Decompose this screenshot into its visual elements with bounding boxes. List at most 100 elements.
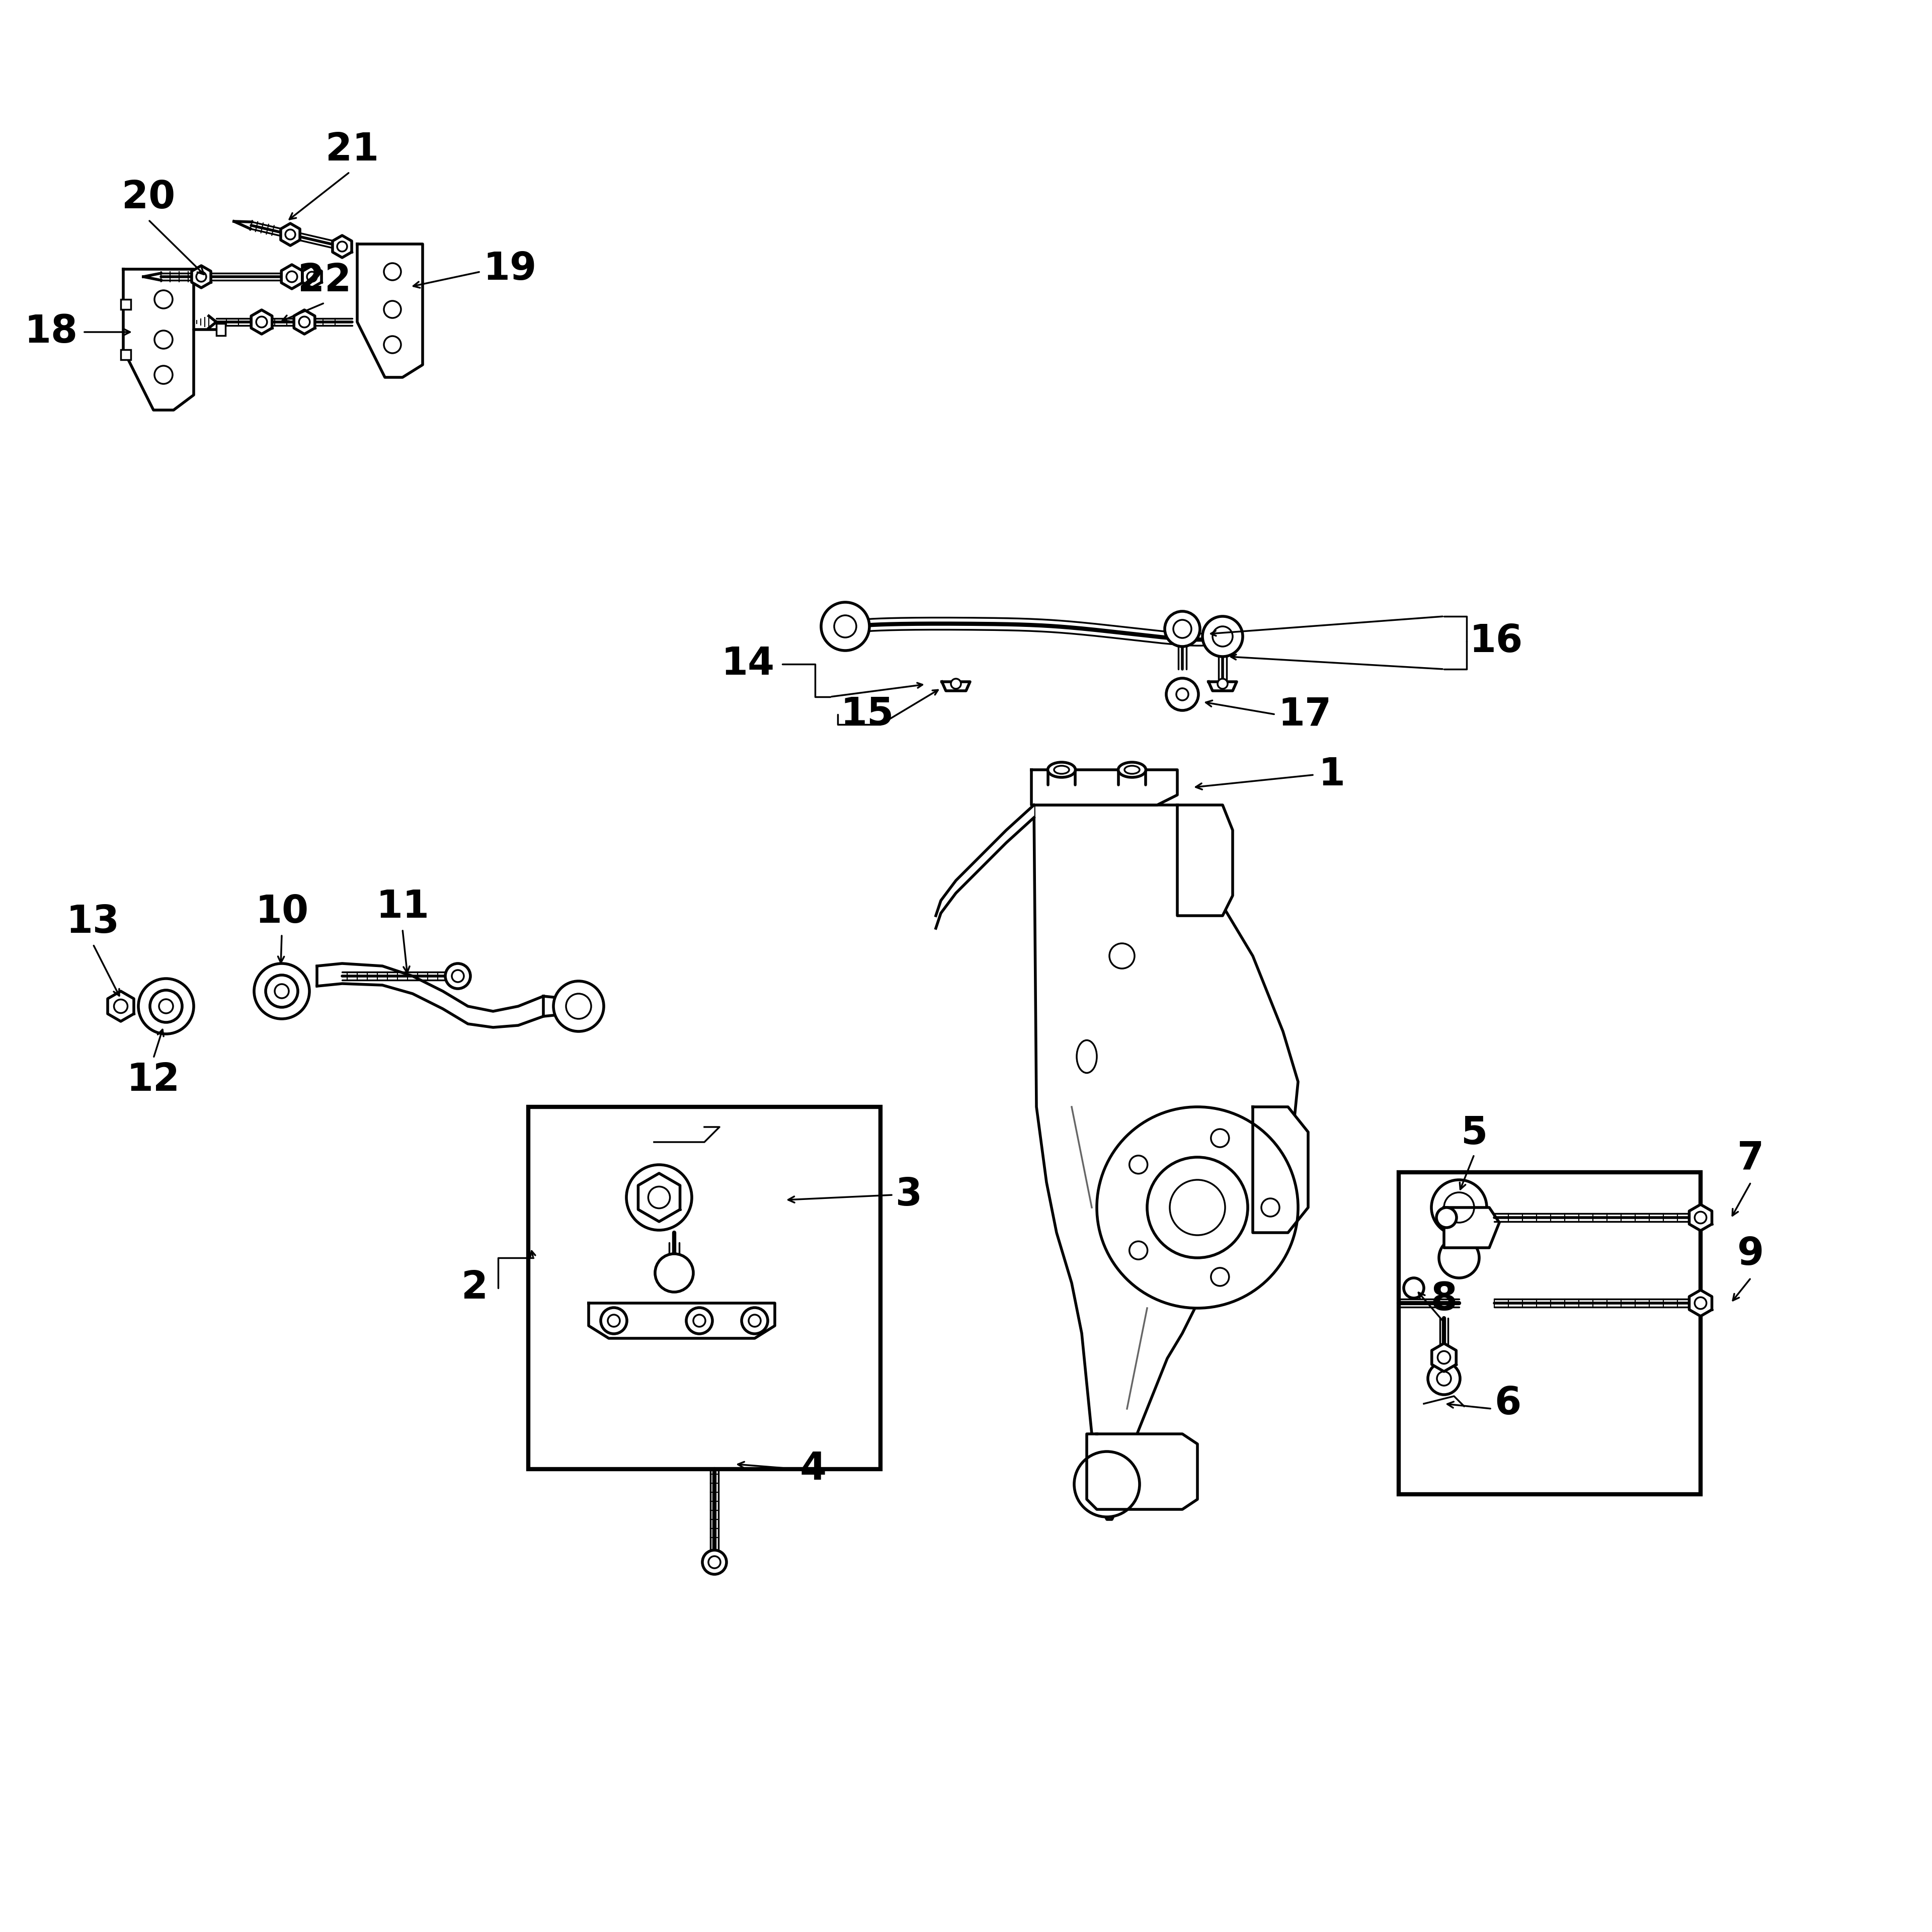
Text: 8: 8	[1430, 1281, 1457, 1318]
Text: 21: 21	[325, 131, 379, 168]
Circle shape	[1169, 1180, 1225, 1235]
Text: 13: 13	[66, 904, 120, 941]
Polygon shape	[251, 309, 272, 334]
Circle shape	[1694, 1211, 1706, 1223]
Polygon shape	[1443, 1208, 1499, 1248]
Text: 4: 4	[800, 1451, 827, 1488]
Polygon shape	[280, 224, 299, 245]
Bar	[527, 1107, 881, 1468]
Circle shape	[601, 1308, 626, 1333]
Polygon shape	[1252, 1107, 1308, 1233]
Circle shape	[1148, 1157, 1248, 1258]
Circle shape	[155, 365, 172, 384]
Circle shape	[1074, 1451, 1140, 1517]
Circle shape	[1130, 1155, 1148, 1173]
Circle shape	[158, 999, 174, 1012]
Text: 7: 7	[1737, 1140, 1764, 1177]
Circle shape	[1109, 943, 1134, 968]
Circle shape	[274, 983, 288, 999]
Polygon shape	[294, 309, 315, 334]
Text: 11: 11	[377, 889, 429, 925]
Circle shape	[257, 317, 267, 327]
Circle shape	[155, 290, 172, 309]
Polygon shape	[935, 806, 1034, 927]
Polygon shape	[1689, 1291, 1712, 1316]
Polygon shape	[1034, 806, 1298, 1519]
Circle shape	[255, 964, 309, 1018]
Circle shape	[384, 336, 402, 354]
Circle shape	[1165, 611, 1200, 647]
Text: 17: 17	[1277, 696, 1331, 732]
Ellipse shape	[1076, 1039, 1097, 1072]
Text: 14: 14	[721, 645, 775, 682]
Circle shape	[1437, 1372, 1451, 1385]
Circle shape	[566, 993, 591, 1018]
Polygon shape	[191, 267, 211, 288]
Polygon shape	[1689, 1204, 1712, 1231]
Circle shape	[703, 1549, 726, 1575]
Circle shape	[286, 230, 296, 240]
Text: 9: 9	[1737, 1236, 1764, 1273]
Circle shape	[1213, 626, 1233, 647]
Polygon shape	[1177, 806, 1233, 916]
Circle shape	[835, 614, 856, 638]
Polygon shape	[589, 1302, 775, 1339]
Circle shape	[151, 989, 182, 1022]
Text: 16: 16	[1468, 622, 1522, 661]
Circle shape	[1262, 1198, 1279, 1217]
Text: 18: 18	[25, 313, 77, 352]
Text: 10: 10	[255, 893, 309, 931]
Text: 5: 5	[1461, 1115, 1488, 1151]
Circle shape	[1694, 1296, 1706, 1310]
Bar	[120, 350, 131, 359]
Text: 15: 15	[840, 696, 895, 732]
Circle shape	[197, 272, 207, 282]
Circle shape	[1432, 1180, 1488, 1235]
Circle shape	[1437, 1350, 1451, 1364]
Circle shape	[1167, 678, 1198, 711]
Circle shape	[139, 980, 193, 1034]
Text: 3: 3	[896, 1177, 922, 1213]
Circle shape	[338, 242, 348, 251]
Circle shape	[626, 1165, 692, 1231]
Ellipse shape	[1119, 763, 1146, 777]
Text: 6: 6	[1493, 1385, 1520, 1422]
Circle shape	[1217, 678, 1227, 690]
Circle shape	[1097, 1107, 1298, 1308]
Text: 1: 1	[1318, 755, 1345, 794]
Circle shape	[1439, 1238, 1480, 1277]
Polygon shape	[317, 964, 543, 1028]
Polygon shape	[282, 265, 301, 288]
Circle shape	[384, 263, 402, 280]
Circle shape	[1428, 1362, 1461, 1395]
Bar	[216, 323, 226, 336]
Circle shape	[1202, 616, 1242, 657]
Polygon shape	[1032, 769, 1177, 806]
Polygon shape	[108, 991, 133, 1022]
Circle shape	[1173, 620, 1192, 638]
Polygon shape	[638, 1173, 680, 1221]
Circle shape	[452, 970, 464, 981]
Circle shape	[686, 1308, 713, 1333]
Circle shape	[553, 981, 603, 1032]
Circle shape	[1443, 1192, 1474, 1223]
Circle shape	[750, 1314, 761, 1327]
Circle shape	[286, 270, 298, 282]
Circle shape	[821, 603, 869, 651]
Circle shape	[1177, 688, 1188, 701]
Polygon shape	[943, 682, 970, 692]
Circle shape	[1130, 1242, 1148, 1260]
Text: 2: 2	[462, 1269, 489, 1306]
Text: 22: 22	[298, 263, 352, 299]
Circle shape	[609, 1314, 620, 1327]
Text: 12: 12	[128, 1061, 180, 1099]
Circle shape	[307, 272, 317, 282]
Polygon shape	[357, 243, 423, 377]
Bar	[120, 299, 131, 309]
Text: 19: 19	[483, 251, 537, 288]
Circle shape	[299, 317, 309, 327]
Polygon shape	[1209, 682, 1236, 692]
Circle shape	[444, 964, 469, 989]
Bar	[1399, 1173, 1700, 1493]
Polygon shape	[1086, 1434, 1198, 1509]
